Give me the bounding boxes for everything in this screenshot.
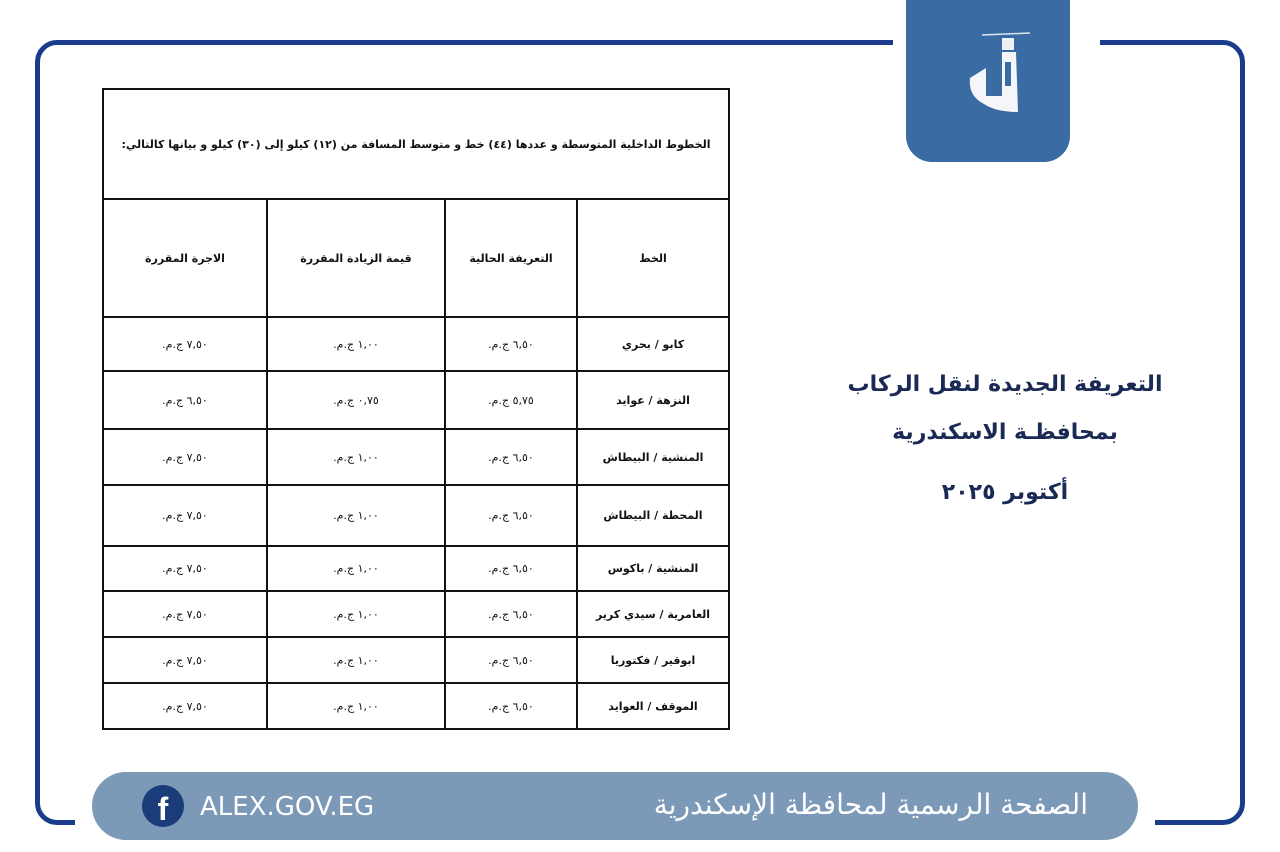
cell-current-fare: ٦,٥٠ ج.م. [444, 316, 578, 372]
headline-line2: بمحافظـة الاسكندرية [892, 420, 1118, 445]
table-row: العامرية / سيدي كرير ٦,٥٠ ج.م. ١,٠٠ ج.م. ٧,… [102, 590, 730, 638]
website-link[interactable]: ALEX.GOV.EG [200, 792, 375, 822]
cell-current-fare: ٦,٥٠ ج.م. [444, 428, 578, 486]
cell-route: المنشية / البيطاش [576, 428, 730, 486]
cell-increase: ٠,٧٥ ج.م. [266, 370, 446, 430]
official-page-label: الصفحة الرسمية لمحافظة الإسكندرية [653, 788, 1088, 821]
header-new-fare: الاجرة المقررة [102, 198, 268, 318]
header-increase: قيمة الزيادة المقررة [266, 198, 446, 318]
cell-new-fare: ٦,٥٠ ج.م. [102, 370, 268, 430]
cell-route: النزهة / عوايد [576, 370, 730, 430]
table-row: كابو / بحري ٦,٥٠ ج.م. ١,٠٠ ج.م. ٧,٥٠ ج.م. [102, 316, 730, 372]
headline-line1: التعريفة الجديدة لنقل الركاب [847, 372, 1163, 397]
facebook-icon[interactable]: f [142, 785, 184, 827]
cell-route: المنشية / باكوس [576, 545, 730, 592]
cell-route: الموقف / العوايد [576, 682, 730, 730]
cell-increase: ١,٠٠ ج.م. [266, 484, 446, 547]
table-row: المنشية / باكوس ٦,٥٠ ج.م. ١,٠٠ ج.م. ٧,٥٠ ج.… [102, 545, 730, 592]
cell-current-fare: ٦,٥٠ ج.م. [444, 590, 578, 638]
table-row: ابوقير / فكتوريا ٦,٥٠ ج.م. ١,٠٠ ج.م. ٧,٥٠ ج… [102, 636, 730, 684]
cell-new-fare: ٧,٥٠ ج.م. [102, 484, 268, 547]
table-row: الموقف / العوايد ٦,٥٠ ج.م. ١,٠٠ ج.م. ٧,٥٠ ج… [102, 682, 730, 730]
table-row: المنشية / البيطاش ٦,٥٠ ج.م. ١,٠٠ ج.م. ٧,٥٠ … [102, 428, 730, 486]
cell-new-fare: ٧,٥٠ ج.م. [102, 316, 268, 372]
cell-new-fare: ٧,٥٠ ج.م. [102, 682, 268, 730]
table-intro: الخطوط الداخلية المتوسطة و عددها (٤٤) خط… [102, 88, 730, 200]
cell-route: العامرية / سيدي كرير [576, 590, 730, 638]
cell-route: المحطة / البيطاش [576, 484, 730, 547]
cell-increase: ١,٠٠ ج.م. [266, 636, 446, 684]
cell-new-fare: ٧,٥٠ ج.م. [102, 545, 268, 592]
cell-current-fare: ٦,٥٠ ج.م. [444, 545, 578, 592]
table-header: الخط التعريفة الحالية قيمة الزيادة المقر… [102, 198, 730, 318]
table-row: النزهة / عوايد ٥,٧٥ ج.م. ٠,٧٥ ج.م. ٦,٥٠ ج.م… [102, 370, 730, 430]
cell-route: كابو / بحري [576, 316, 730, 372]
cell-current-fare: ٦,٥٠ ج.م. [444, 682, 578, 730]
cell-increase: ١,٠٠ ج.م. [266, 545, 446, 592]
governorate-logo [906, 0, 1070, 162]
lighthouse-logo-icon [969, 32, 1031, 112]
fare-table: الخطوط الداخلية المتوسطة و عددها (٤٤) خط… [102, 88, 730, 730]
cell-current-fare: ٥,٧٥ ج.م. [444, 370, 578, 430]
header-current-fare: التعريفة الحالية [444, 198, 578, 318]
cell-current-fare: ٦,٥٠ ج.م. [444, 484, 578, 547]
header-route: الخط [576, 198, 730, 318]
headline-date: أكتوبر ٢٠٢٥ [941, 480, 1069, 505]
cell-route: ابوقير / فكتوريا [576, 636, 730, 684]
cell-increase: ١,٠٠ ج.م. [266, 428, 446, 486]
table-row: المحطة / البيطاش ٦,٥٠ ج.م. ١,٠٠ ج.م. ٧,٥٠ ج… [102, 484, 730, 547]
cell-new-fare: ٧,٥٠ ج.م. [102, 636, 268, 684]
cell-increase: ١,٠٠ ج.م. [266, 682, 446, 730]
cell-increase: ١,٠٠ ج.م. [266, 316, 446, 372]
footer-bar: f ALEX.GOV.EG الصفحة الرسمية لمحافظة الإ… [92, 772, 1138, 840]
cell-new-fare: ٧,٥٠ ج.م. [102, 590, 268, 638]
cell-current-fare: ٦,٥٠ ج.م. [444, 636, 578, 684]
cell-increase: ١,٠٠ ج.م. [266, 590, 446, 638]
cell-new-fare: ٧,٥٠ ج.م. [102, 428, 268, 486]
